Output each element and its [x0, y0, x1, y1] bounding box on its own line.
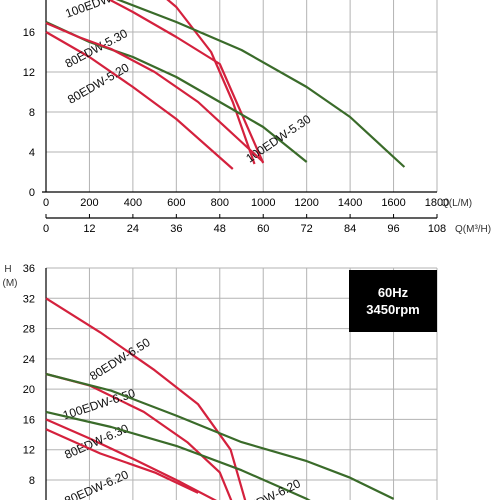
y-tick-label: 16: [23, 27, 35, 39]
series-line: [107, 0, 265, 164]
x-tick-label: 600: [167, 197, 185, 209]
frequency-badge: 60Hz 3450rpm: [349, 270, 437, 332]
y-tick-label: 36: [23, 263, 35, 275]
x-tick-label: 1600: [381, 197, 405, 209]
x2-tick-label: 36: [170, 223, 182, 235]
x-tick-label: 1000: [251, 197, 275, 209]
y-tick-label: 0: [29, 187, 35, 199]
series-line: [45, 418, 218, 500]
x-tick-label: 800: [211, 197, 229, 209]
x-tick-label: 200: [80, 197, 98, 209]
x2-axis-label: Q(M³/H): [455, 224, 491, 235]
series-line: [45, 428, 199, 494]
x2-tick-label: 48: [214, 223, 226, 235]
series-line: [45, 297, 247, 500]
x-tick-label: 400: [124, 197, 142, 209]
badge-line-2: 3450rpm: [366, 302, 419, 317]
y-tick-label: 8: [29, 475, 35, 487]
series-line: [166, 0, 256, 165]
x2-tick-label: 108: [428, 223, 446, 235]
x-tick-label: 1400: [338, 197, 362, 209]
y-tick-label: 24: [23, 354, 35, 366]
y-tick-label: 32: [23, 293, 35, 305]
x-tick-label: 0: [43, 197, 49, 209]
y-tick-label: 8: [29, 107, 35, 119]
series-line: [45, 410, 311, 500]
series-line: [115, 0, 406, 168]
series-label: 80EDW-6.20: [62, 467, 131, 500]
y-tick-label: 12: [23, 67, 35, 79]
x2-tick-label: 0: [43, 223, 49, 235]
badge-background: [349, 270, 437, 332]
x2-tick-label: 72: [301, 223, 313, 235]
series-line: [45, 21, 264, 163]
x2-tick-label: 60: [257, 223, 269, 235]
x2-tick-label: 24: [127, 223, 139, 235]
x2-tick-label: 84: [344, 223, 356, 235]
y-tick-label: 16: [23, 414, 35, 426]
y-axis-label: H: [4, 264, 11, 275]
y-tick-label: 28: [23, 324, 35, 336]
y-tick-label: 20: [23, 384, 35, 396]
x2-tick-label: 96: [387, 223, 399, 235]
series-line: [45, 372, 395, 500]
series-line: [45, 31, 234, 170]
badge-line-1: 60Hz: [378, 285, 409, 300]
y-axis-label: (M): [3, 278, 18, 289]
y-tick-label: 12: [23, 445, 35, 457]
x-axis-label: Q(L/M): [441, 198, 472, 209]
x-tick-label: 1800: [425, 197, 449, 209]
x2-tick-label: 12: [83, 223, 95, 235]
series-label: 100EDW-5.30: [243, 112, 313, 166]
y-tick-label: 4: [29, 147, 35, 159]
x-tick-label: 1200: [294, 197, 318, 209]
